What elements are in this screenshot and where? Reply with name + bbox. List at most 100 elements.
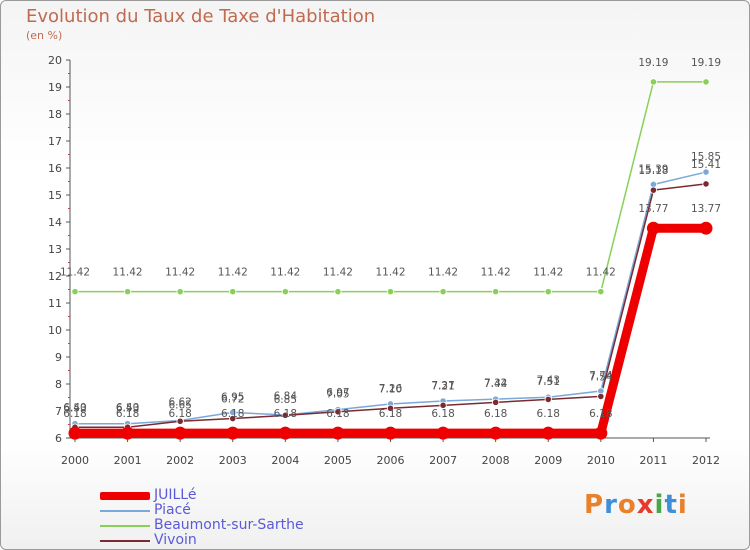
data-point — [334, 408, 342, 416]
x-tick-label: 2000 — [61, 454, 89, 467]
data-label: 7.26 — [379, 383, 403, 395]
data-label: 7.21 — [431, 380, 454, 392]
data-label: 11.42 — [323, 267, 353, 279]
data-point — [492, 288, 500, 296]
logo-letter: o — [617, 490, 637, 520]
data-label: 11.42 — [60, 267, 90, 279]
x-tick-label: 2003 — [219, 454, 247, 467]
data-point — [123, 288, 132, 296]
data-label: 6.85 — [274, 394, 297, 406]
data-point — [278, 426, 292, 440]
data-point — [544, 288, 552, 296]
data-point — [281, 411, 289, 419]
y-tick-label: 16 — [48, 162, 62, 175]
series-points — [68, 78, 713, 440]
data-label: 6.53 — [116, 403, 139, 415]
y-tick-label: 9 — [55, 351, 62, 364]
data-label: 13.77 — [638, 203, 668, 215]
x-tick-label: 2011 — [639, 454, 667, 467]
chart-title: Evolution du Taux de Taxe d'Habitation — [26, 6, 376, 27]
data-point — [226, 426, 240, 440]
data-point — [597, 392, 605, 401]
x-tick-label: 2004 — [271, 454, 299, 467]
data-label: 7.32 — [484, 377, 507, 389]
data-labels: 6.18 6.18 6.18 6.18 6.18 6.18 6.18 6.18 6.18 6.18… — [60, 57, 721, 420]
legend-item: Vivoin — [100, 533, 304, 548]
data-label: 11.42 — [218, 267, 248, 279]
data-label: 7.43 — [537, 374, 560, 386]
data-point — [699, 221, 713, 235]
data-point — [597, 288, 605, 296]
data-point — [173, 426, 187, 440]
data-label: 15.41 — [691, 159, 721, 171]
data-label: 6.18 — [274, 408, 297, 420]
data-label: 15.18 — [638, 165, 668, 177]
x-tick-label: 2006 — [377, 454, 405, 467]
data-point — [702, 168, 710, 176]
data-label: 6.18 — [168, 408, 191, 420]
data-label: 6.18 — [379, 408, 402, 420]
y-tick-label: 20 — [48, 54, 62, 67]
y-tick-label: 12 — [48, 270, 62, 283]
data-point — [439, 288, 447, 296]
data-label: 7.51 — [537, 376, 560, 388]
data-label: 15.85 — [691, 151, 721, 163]
chart-unit: (en %) — [26, 29, 63, 42]
logo-letter: i — [677, 490, 688, 520]
data-point — [646, 221, 660, 235]
legend: JUILLé Piacé Beaumont-sur-Sarthe Vivoin — [100, 488, 304, 548]
data-label: 6.40 — [63, 402, 86, 414]
data-label: 11.42 — [586, 267, 616, 279]
data-label: 7.44 — [484, 378, 508, 390]
data-label: 6.18 — [537, 408, 560, 420]
y-tick-label: 8 — [55, 378, 62, 391]
x-tick-label: 2012 — [692, 454, 720, 467]
legend-label: Vivoin — [154, 532, 197, 548]
legend-item: Piacé — [100, 503, 304, 518]
legend-swatch-beaumont — [100, 524, 150, 527]
logo-letter: i — [654, 490, 665, 520]
x-tick-label: 2009 — [534, 454, 562, 467]
data-label: 6.18 — [431, 408, 454, 420]
data-label: 11.42 — [113, 267, 143, 279]
proxiti-logo: Proxiti — [584, 490, 688, 520]
data-label: 11.42 — [375, 267, 405, 279]
data-point — [649, 186, 658, 194]
data-label: 15.39 — [638, 163, 668, 175]
legend-label: JUILLé — [154, 487, 197, 503]
data-label: 7.05 — [326, 389, 349, 401]
y-tick-label: 13 — [48, 243, 62, 256]
data-label: 19.19 — [691, 57, 721, 69]
data-point — [541, 426, 555, 440]
legend-label: Piacé — [154, 502, 191, 518]
legend-label: Beaumont-sur-Sarthe — [154, 517, 304, 533]
x-tick-label: 2005 — [324, 454, 352, 467]
legend-swatch-juille — [100, 491, 150, 500]
y-tick-label: 10 — [48, 324, 62, 337]
y-tick-label: 14 — [48, 216, 62, 229]
data-point — [386, 288, 395, 296]
data-label: 6.18 — [484, 408, 507, 420]
data-label: 6.18 — [589, 408, 612, 420]
y-tick-label: 15 — [48, 189, 62, 202]
data-label: 11.42 — [481, 267, 511, 279]
data-label: 13.77 — [691, 203, 721, 215]
y-tick-label: 7 — [55, 405, 62, 418]
data-label: 6.18 — [63, 408, 86, 420]
data-label: 7.54 — [589, 371, 613, 383]
legend-item: JUILLé — [100, 488, 304, 503]
data-label: 6.72 — [221, 394, 244, 406]
data-label: 6.84 — [274, 390, 298, 402]
logo-letter: r — [604, 490, 618, 520]
data-point — [334, 288, 342, 296]
y-tick-label: 6 — [55, 432, 62, 445]
data-point — [121, 426, 135, 440]
data-label: 7.74 — [589, 370, 613, 382]
data-label: 11.42 — [428, 267, 458, 279]
data-label: 19.19 — [638, 57, 668, 69]
data-point — [229, 288, 237, 296]
x-tick-label: 2001 — [114, 454, 142, 467]
x-tick-label: 2008 — [482, 454, 510, 467]
